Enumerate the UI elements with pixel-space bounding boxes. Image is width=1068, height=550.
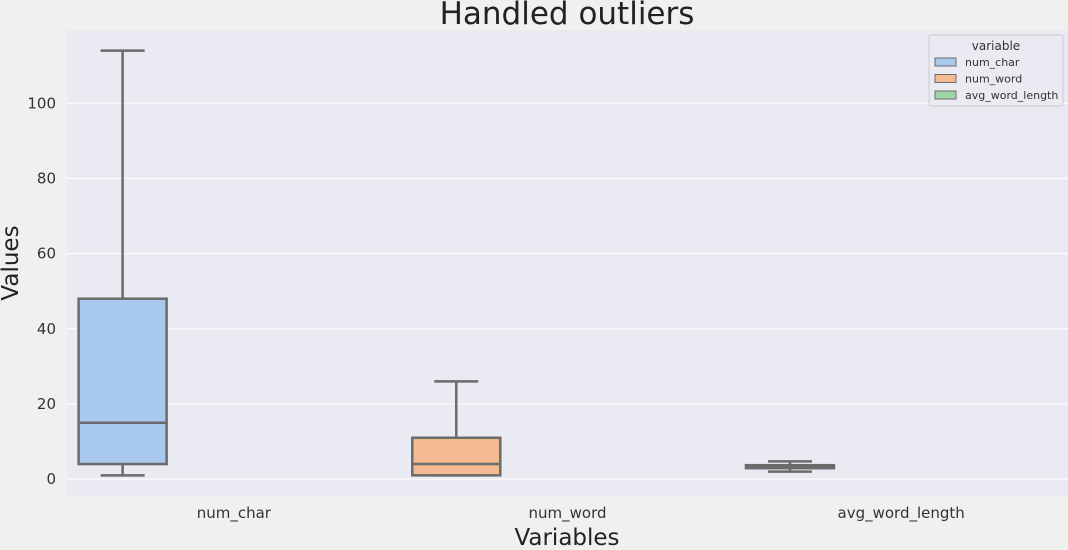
legend-label-num_char: num_char (965, 56, 1020, 69)
legend-frame (928, 34, 1064, 107)
y-axis-title: Values (0, 225, 24, 300)
legend-label-num_word: num_word (965, 73, 1022, 86)
grid-lines (67, 102, 1068, 480)
x-tick-label: num_char (197, 504, 272, 523)
y-tick-label: 100 (27, 94, 56, 112)
legend-label-avg_word_length: avg_word_length (965, 89, 1058, 102)
box-iqr (411, 436, 502, 477)
box-num_word (411, 380, 502, 477)
legend-swatch-avg_word_length (934, 90, 957, 100)
x-tick-label: num_word (529, 504, 607, 523)
y-tick-label: 20 (37, 395, 56, 413)
legend-items: num_char num_word avg_word_length (934, 56, 1058, 102)
box-iqr (77, 297, 168, 466)
legend-title: variable (972, 39, 1020, 53)
x-tick-label: avg_word_length (838, 504, 965, 523)
y-tick-label: 80 (37, 169, 56, 187)
boxes (77, 49, 836, 477)
x-axis-ticks: num_char num_word avg_word_length (197, 504, 965, 523)
x-axis-title: Variables (514, 525, 619, 550)
y-tick-label: 0 (46, 470, 56, 488)
y-tick-label: 40 (37, 320, 56, 338)
legend-swatch-num_char (934, 57, 957, 67)
legend-swatch-num_word (934, 74, 957, 83)
y-tick-label: 60 (37, 245, 56, 263)
plot-area (67, 30, 1068, 496)
chart-title: Handled outliers (440, 0, 695, 32)
y-axis-ticks: 0 20 40 60 80 100 (27, 94, 56, 488)
legend: variable num_char num_word avg_word_length (928, 34, 1064, 107)
box-num_char (77, 49, 168, 477)
box-avg_word_length (744, 460, 836, 473)
